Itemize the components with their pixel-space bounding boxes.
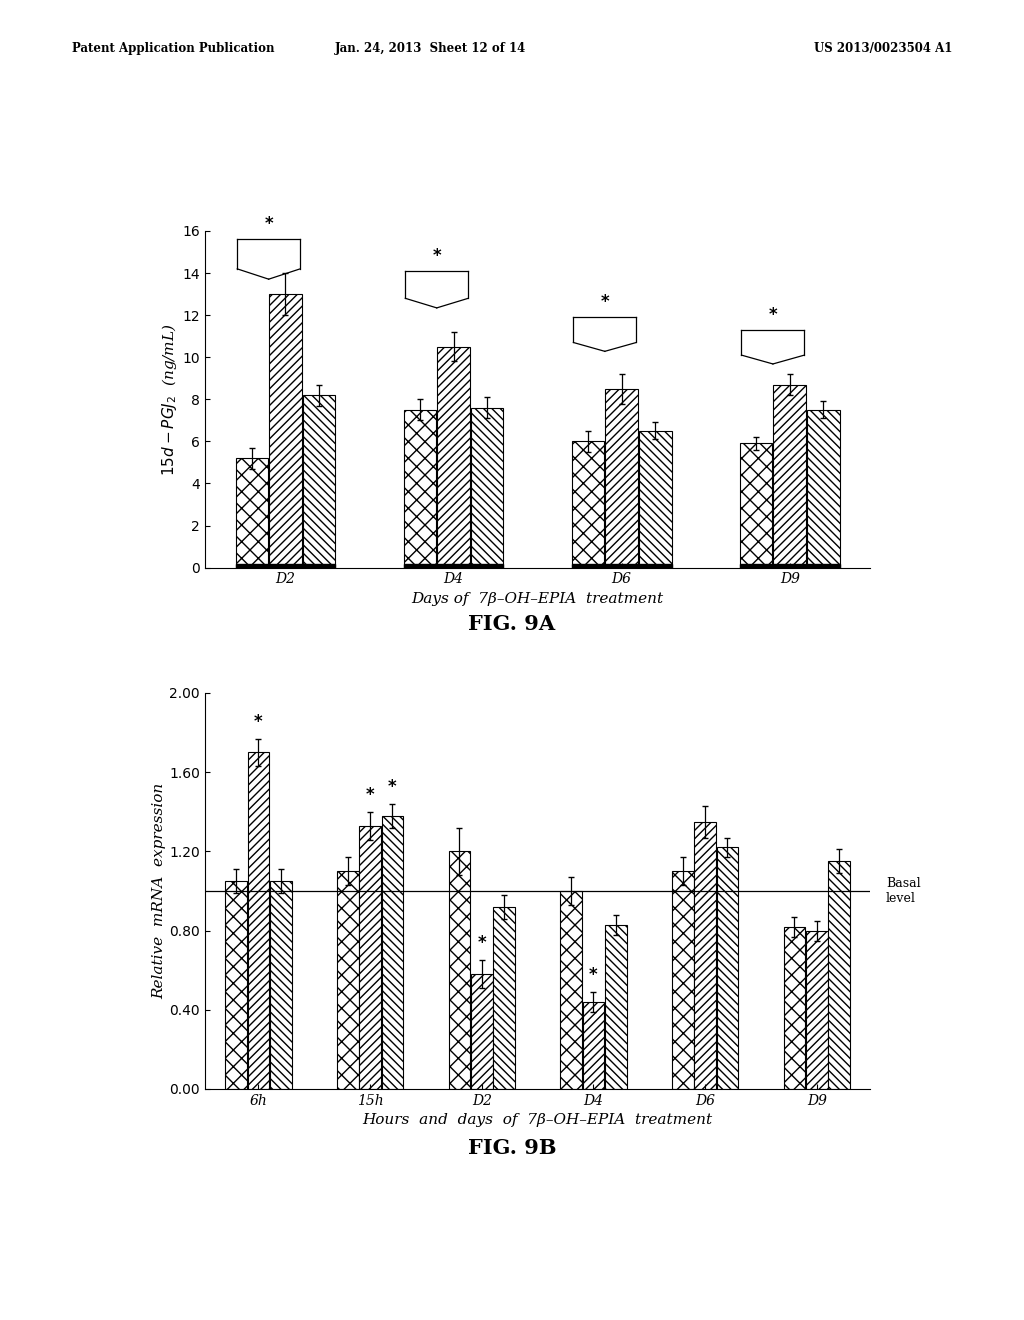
Text: Basal
level: Basal level	[886, 876, 921, 906]
Bar	[828, 862, 850, 1089]
Text: *: *	[769, 305, 777, 323]
Bar	[270, 882, 292, 1089]
Bar	[605, 924, 627, 1089]
Bar	[694, 821, 716, 1089]
X-axis label: Hours  and  days  of  7β–OH–EPIA  treatment: Hours and days of 7β–OH–EPIA treatment	[362, 1113, 713, 1127]
Bar	[639, 430, 672, 568]
Text: *: *	[366, 785, 375, 804]
Bar	[605, 389, 638, 568]
Text: Jan. 24, 2013  Sheet 12 of 14: Jan. 24, 2013 Sheet 12 of 14	[335, 42, 525, 55]
Text: FIG. 9B: FIG. 9B	[468, 1138, 556, 1158]
Bar	[471, 408, 504, 568]
Bar	[806, 931, 827, 1089]
Bar	[583, 1002, 604, 1089]
Text: *: *	[264, 215, 273, 234]
Bar	[672, 871, 693, 1089]
Text: *: *	[432, 247, 441, 264]
Bar	[403, 409, 436, 568]
Bar	[783, 927, 805, 1089]
Bar	[225, 882, 247, 1089]
Bar	[739, 444, 772, 568]
Bar	[571, 564, 672, 568]
Bar	[337, 871, 358, 1089]
Text: US 2013/0023504 A1: US 2013/0023504 A1	[814, 42, 952, 55]
Text: FIG. 9A: FIG. 9A	[468, 614, 556, 634]
Bar	[471, 974, 493, 1089]
Text: *: *	[477, 935, 486, 953]
Text: *: *	[254, 713, 263, 731]
Bar	[403, 564, 504, 568]
Bar	[773, 384, 806, 568]
Bar	[494, 907, 515, 1089]
Bar	[571, 441, 604, 568]
Bar	[560, 891, 582, 1089]
Bar	[807, 409, 840, 568]
Y-axis label: $15d-PGJ_2$  (ng/mL): $15d-PGJ_2$ (ng/mL)	[161, 323, 179, 475]
Bar	[382, 816, 403, 1089]
Bar	[269, 294, 302, 568]
Text: Patent Application Publication: Patent Application Publication	[72, 42, 274, 55]
Bar	[236, 564, 336, 568]
Bar	[248, 752, 269, 1089]
Text: *: *	[388, 777, 396, 796]
Text: *: *	[600, 293, 609, 312]
Bar	[437, 347, 470, 568]
Bar	[359, 826, 381, 1089]
X-axis label: Days of  7β–OH–EPIA  treatment: Days of 7β–OH–EPIA treatment	[412, 591, 664, 606]
Bar	[739, 564, 840, 568]
Text: *: *	[589, 966, 598, 985]
Bar	[303, 395, 336, 568]
Bar	[449, 851, 470, 1089]
Bar	[236, 458, 268, 568]
Bar	[717, 847, 738, 1089]
Y-axis label: Relative  mRNA  expression: Relative mRNA expression	[153, 783, 166, 999]
